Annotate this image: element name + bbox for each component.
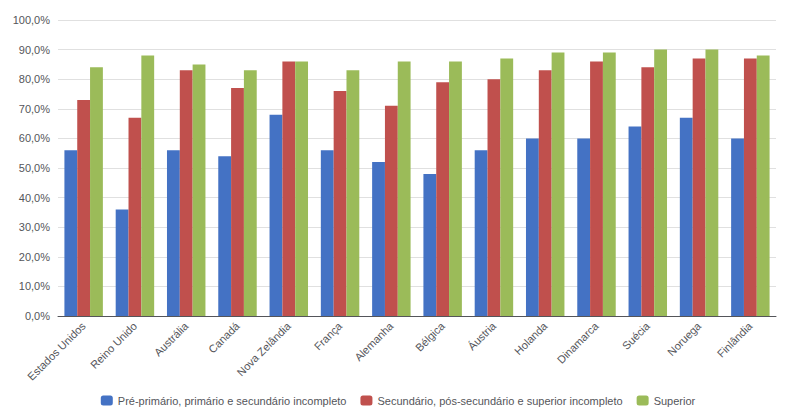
svg-text:Alemanha: Alemanha <box>352 319 396 363</box>
svg-text:Nova Zelândia: Nova Zelândia <box>234 319 293 378</box>
svg-text:Pré-primário, primário e secun: Pré-primário, primário e secundário inco… <box>118 395 347 407</box>
svg-text:Superior: Superior <box>654 395 696 407</box>
svg-text:Bélgica: Bélgica <box>413 319 448 354</box>
svg-text:60,0%: 60,0% <box>19 132 50 144</box>
svg-text:Estados Unidos: Estados Unidos <box>25 319 88 382</box>
svg-text:70,0%: 70,0% <box>19 103 50 115</box>
svg-text:Áustria: Áustria <box>466 319 499 352</box>
svg-text:Noruega: Noruega <box>665 319 704 358</box>
svg-text:90,0%: 90,0% <box>19 44 50 56</box>
svg-text:Canadá: Canadá <box>206 319 242 355</box>
svg-text:40,0%: 40,0% <box>19 192 50 204</box>
svg-text:20,0%: 20,0% <box>19 251 50 263</box>
svg-text:30,0%: 30,0% <box>19 221 50 233</box>
svg-text:Holanda: Holanda <box>512 319 550 357</box>
svg-text:Finlândia: Finlândia <box>715 319 756 360</box>
svg-text:100,0%: 100,0% <box>13 14 51 26</box>
svg-text:Reino Unido: Reino Unido <box>88 320 139 371</box>
svg-text:Austrália: Austrália <box>152 319 191 358</box>
svg-text:Suécia: Suécia <box>620 319 653 352</box>
svg-text:50,0%: 50,0% <box>19 162 50 174</box>
svg-text:10,0%: 10,0% <box>19 280 50 292</box>
svg-text:0,0%: 0,0% <box>25 310 50 322</box>
svg-text:França: França <box>312 319 345 352</box>
svg-text:Dinamarca: Dinamarca <box>555 319 602 366</box>
svg-text:80,0%: 80,0% <box>19 73 50 85</box>
svg-text:Secundário, pós-secundário e s: Secundário, pós-secundário e superior in… <box>377 395 622 407</box>
